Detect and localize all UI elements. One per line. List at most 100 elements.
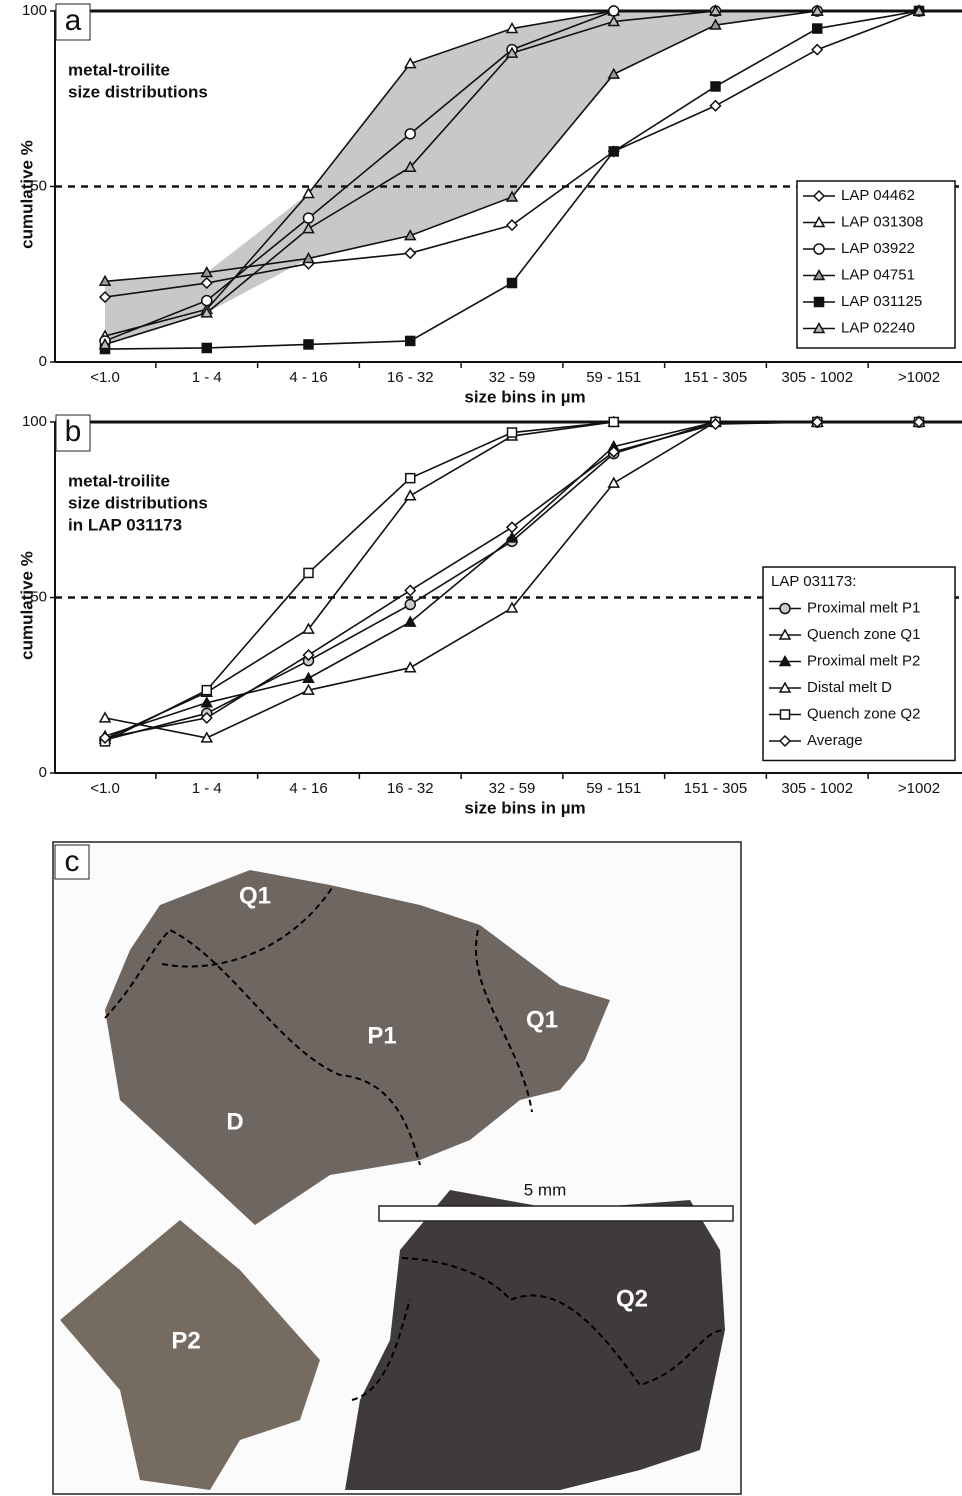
- marker: [403, 615, 417, 627]
- marker: [607, 67, 621, 79]
- marker: [302, 222, 315, 234]
- panel-label-box: [55, 3, 91, 41]
- fragment: [105, 870, 610, 1225]
- legend-marker: [813, 296, 825, 308]
- marker: [607, 14, 621, 27]
- legend-label: Average: [807, 732, 863, 749]
- x-tick-label: 59 - 151: [586, 369, 641, 386]
- marker: [98, 711, 112, 723]
- legend-label: LAP 04462: [841, 187, 915, 204]
- zone-label: P2: [171, 1327, 200, 1354]
- x-tick-label: 305 - 1002: [781, 780, 853, 797]
- panel-label: b: [65, 415, 82, 448]
- marker: [201, 342, 212, 354]
- legend-label: LAP 04751: [841, 266, 915, 283]
- marker: [505, 601, 519, 613]
- marker: [201, 294, 213, 307]
- y-tick-label: 0: [39, 353, 47, 370]
- marker: [200, 306, 214, 318]
- panel-label: c: [65, 845, 80, 878]
- zone-label: D: [226, 1108, 243, 1135]
- marker: [505, 46, 519, 58]
- x-tick-label: 4 - 16: [289, 780, 327, 797]
- legend-marker: [779, 709, 791, 720]
- marker: [810, 4, 824, 16]
- fragment: [60, 1220, 320, 1490]
- scale-bar-label: 5 mm: [524, 1180, 567, 1199]
- marker: [98, 731, 112, 744]
- y-axis-label: cumulative %: [17, 551, 36, 660]
- zone-label: Q1: [239, 882, 271, 909]
- marker: [405, 472, 416, 484]
- x-tick-label: 59 - 151: [586, 780, 641, 797]
- legend-label: LAP 031308: [841, 213, 923, 230]
- marker: [404, 598, 416, 611]
- marker: [200, 711, 213, 724]
- x-axis-label: size bins in µm: [464, 387, 585, 406]
- x-tick-label: 305 - 1002: [781, 369, 853, 386]
- marker: [812, 23, 823, 34]
- legend-box: [762, 566, 956, 762]
- x-tick-label: 4 - 16: [289, 369, 327, 386]
- x-tick-label: 16 - 32: [387, 780, 434, 797]
- marker: [200, 696, 214, 708]
- legend-label: LAP 03922: [841, 240, 915, 257]
- marker: [302, 622, 315, 634]
- zone-label: P1: [367, 1022, 396, 1049]
- marker: [709, 99, 722, 112]
- y-tick-label: 0: [39, 764, 47, 781]
- x-tick-label: 16 - 32: [387, 369, 434, 386]
- zone-label: Q2: [616, 1285, 648, 1312]
- x-tick-label: <1.0: [90, 780, 120, 797]
- x-tick-label: >1002: [898, 369, 940, 386]
- marker: [811, 43, 824, 56]
- scale-bar: [378, 1205, 734, 1222]
- marker: [607, 445, 620, 458]
- marker: [201, 684, 212, 696]
- marker: [98, 274, 112, 287]
- legend-marker: [812, 268, 826, 281]
- fragment: [345, 1190, 725, 1490]
- marker: [607, 476, 621, 488]
- marker: [912, 415, 926, 429]
- legend-label: LAP 031125: [841, 293, 922, 310]
- marker: [709, 418, 722, 431]
- marker: [505, 531, 519, 543]
- panel-label-box: [54, 844, 90, 880]
- marker: [302, 186, 315, 199]
- marker: [505, 22, 519, 34]
- marker: [608, 5, 620, 17]
- marker: [403, 489, 417, 501]
- marker: [403, 57, 417, 69]
- marker: [505, 219, 519, 232]
- x-axis-label: size bins in µm: [464, 798, 585, 817]
- marker: [404, 128, 416, 140]
- annotation: size distributions: [68, 82, 208, 101]
- marker: [302, 683, 315, 695]
- marker: [608, 146, 619, 157]
- x-tick-label: >1002: [898, 780, 940, 797]
- panel-label: a: [65, 4, 82, 37]
- marker: [506, 277, 518, 289]
- marker: [710, 81, 721, 92]
- marker: [302, 671, 315, 683]
- y-tick-label: 100: [22, 2, 47, 19]
- legend-label: LAP 02240: [841, 319, 915, 336]
- legend-marker: [813, 243, 825, 255]
- legend-label: Proximal melt P1: [807, 599, 920, 616]
- marker: [303, 567, 314, 579]
- marker: [403, 160, 417, 172]
- legend-marker: [778, 681, 792, 693]
- x-tick-label: 32 - 59: [489, 369, 536, 386]
- marker: [403, 661, 417, 673]
- marker: [405, 335, 416, 347]
- marker: [912, 4, 926, 16]
- panel-label-box: [55, 414, 91, 452]
- legend-label: Distal melt D: [807, 679, 892, 696]
- marker: [505, 190, 519, 202]
- legend-label: Quench zone Q1: [807, 626, 920, 643]
- zone-label: Q1: [526, 1006, 558, 1033]
- marker: [200, 731, 214, 743]
- marker: [302, 649, 315, 662]
